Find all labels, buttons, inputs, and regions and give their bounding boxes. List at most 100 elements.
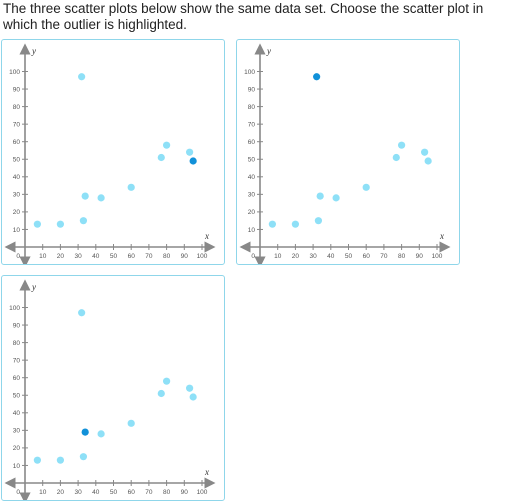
x-tick-label: 20	[57, 489, 65, 496]
y-tick-label: 60	[13, 139, 21, 146]
origin-label: 0	[16, 253, 20, 260]
x-tick-label: 40	[92, 253, 100, 260]
x-tick-label: 60	[128, 253, 136, 260]
x-tick-label: 10	[274, 253, 282, 260]
x-tick-label: 80	[163, 253, 171, 260]
y-tick-label: 100	[244, 69, 255, 76]
y-tick-label: 10	[13, 463, 21, 470]
x-tick-label: 20	[57, 253, 65, 260]
highlighted-data-point	[313, 73, 321, 81]
y-axis-label: y	[31, 46, 36, 56]
x-tick-label: 20	[292, 253, 300, 260]
x-tick-label: 80	[163, 489, 171, 496]
origin-label: 0	[251, 253, 255, 260]
x-tick-label: 100	[197, 489, 208, 496]
y-tick-label: 90	[13, 86, 21, 93]
x-tick-label: 60	[128, 489, 136, 496]
y-tick-label: 20	[13, 445, 21, 452]
y-axis-label: y	[266, 46, 271, 56]
x-tick-label: 70	[380, 253, 388, 260]
y-tick-label: 60	[248, 139, 256, 146]
y-tick-label: 50	[13, 157, 21, 164]
highlighted-data-point	[189, 157, 197, 165]
y-tick-label: 100	[9, 305, 20, 312]
x-tick-label: 60	[363, 253, 371, 260]
x-tick-label: 90	[181, 253, 189, 260]
y-tick-label: 40	[248, 174, 256, 181]
y-tick-label: 50	[248, 157, 256, 164]
data-point	[316, 192, 324, 200]
x-tick-label: 70	[145, 489, 153, 496]
y-tick-label: 20	[13, 209, 21, 216]
scatter-plot-choice-a[interactable]: 10 20 30 40 50 60 70 80 90 100 10 20 30 40 50 60 70 80 90 1…	[1, 39, 225, 265]
data-point	[421, 148, 429, 156]
data-point	[78, 73, 86, 81]
y-tick-label: 90	[248, 86, 256, 93]
data-point	[163, 377, 171, 385]
scatter-plot-choice-b[interactable]: 10 20 30 40 50 60 70 80 90 100 10 20 30 40 50 60 70 80 90 1…	[236, 39, 460, 265]
x-tick-label: 70	[145, 253, 153, 260]
y-tick-label: 70	[13, 357, 21, 364]
x-tick-label: 80	[398, 253, 406, 260]
y-tick-label: 10	[13, 227, 21, 234]
data-point	[189, 393, 197, 401]
y-tick-label: 50	[13, 393, 21, 400]
data-point	[186, 148, 194, 156]
x-tick-label: 30	[309, 253, 317, 260]
y-tick-label: 80	[248, 104, 256, 111]
data-point	[56, 456, 64, 464]
data-point	[392, 153, 400, 162]
data-point	[157, 389, 165, 398]
data-point	[56, 220, 64, 228]
data-point	[362, 183, 370, 191]
scatter-plot-choice-c[interactable]: 10 20 30 40 50 60 70 80 90 100 10 20 30 40 50 60 70 80 90 1…	[1, 275, 225, 501]
x-tick-label: 90	[181, 489, 189, 496]
data-point	[398, 141, 406, 149]
data-point	[127, 183, 135, 191]
y-tick-label: 70	[13, 121, 21, 128]
data-point	[163, 141, 171, 149]
y-tick-label: 40	[13, 174, 21, 181]
x-tick-label: 30	[74, 489, 82, 496]
x-tick-label: 50	[345, 253, 353, 260]
origin-label: 0	[16, 489, 20, 496]
data-point	[33, 220, 41, 228]
scatter-plot-c: 10 20 30 40 50 60 70 80 90 100 10 20 30 40 50 60 70 80 90 1…	[4, 279, 216, 500]
y-tick-label: 100	[9, 69, 20, 76]
y-tick-label: 60	[13, 375, 21, 382]
data-point	[186, 384, 194, 392]
y-tick-label: 30	[13, 428, 21, 435]
data-point	[33, 456, 41, 464]
x-tick-label: 10	[39, 253, 47, 260]
x-tick-label: 100	[432, 253, 443, 260]
data-point	[314, 217, 323, 225]
scatter-plot-a: 10 20 30 40 50 60 70 80 90 100 10 20 30 40 50 60 70 80 90 1…	[4, 43, 216, 264]
data-point	[97, 430, 105, 438]
x-axis-label: x	[204, 231, 209, 241]
x-tick-label: 10	[39, 489, 47, 496]
data-point	[79, 217, 88, 225]
y-axis-label: y	[31, 282, 36, 292]
data-point	[332, 194, 340, 202]
x-tick-label: 40	[327, 253, 335, 260]
data-point	[127, 419, 135, 427]
y-tick-label: 90	[13, 322, 21, 329]
y-tick-label: 30	[13, 192, 21, 199]
y-tick-label: 30	[248, 192, 256, 199]
x-axis-label: x	[439, 231, 444, 241]
scatter-plot-b: 10 20 30 40 50 60 70 80 90 100 10 20 30 40 50 60 70 80 90 1…	[239, 43, 451, 264]
x-axis-label: x	[204, 467, 209, 477]
x-tick-label: 100	[197, 253, 208, 260]
x-tick-label: 50	[110, 489, 118, 496]
x-tick-label: 50	[110, 253, 118, 260]
data-point	[79, 453, 88, 461]
data-point	[291, 220, 299, 228]
data-point	[268, 220, 276, 228]
data-point	[81, 192, 89, 200]
data-point	[157, 153, 165, 162]
y-tick-label: 40	[13, 410, 21, 417]
y-tick-label: 80	[13, 340, 21, 347]
y-tick-label: 20	[248, 209, 256, 216]
y-tick-label: 70	[248, 121, 256, 128]
highlighted-data-point	[81, 428, 89, 436]
